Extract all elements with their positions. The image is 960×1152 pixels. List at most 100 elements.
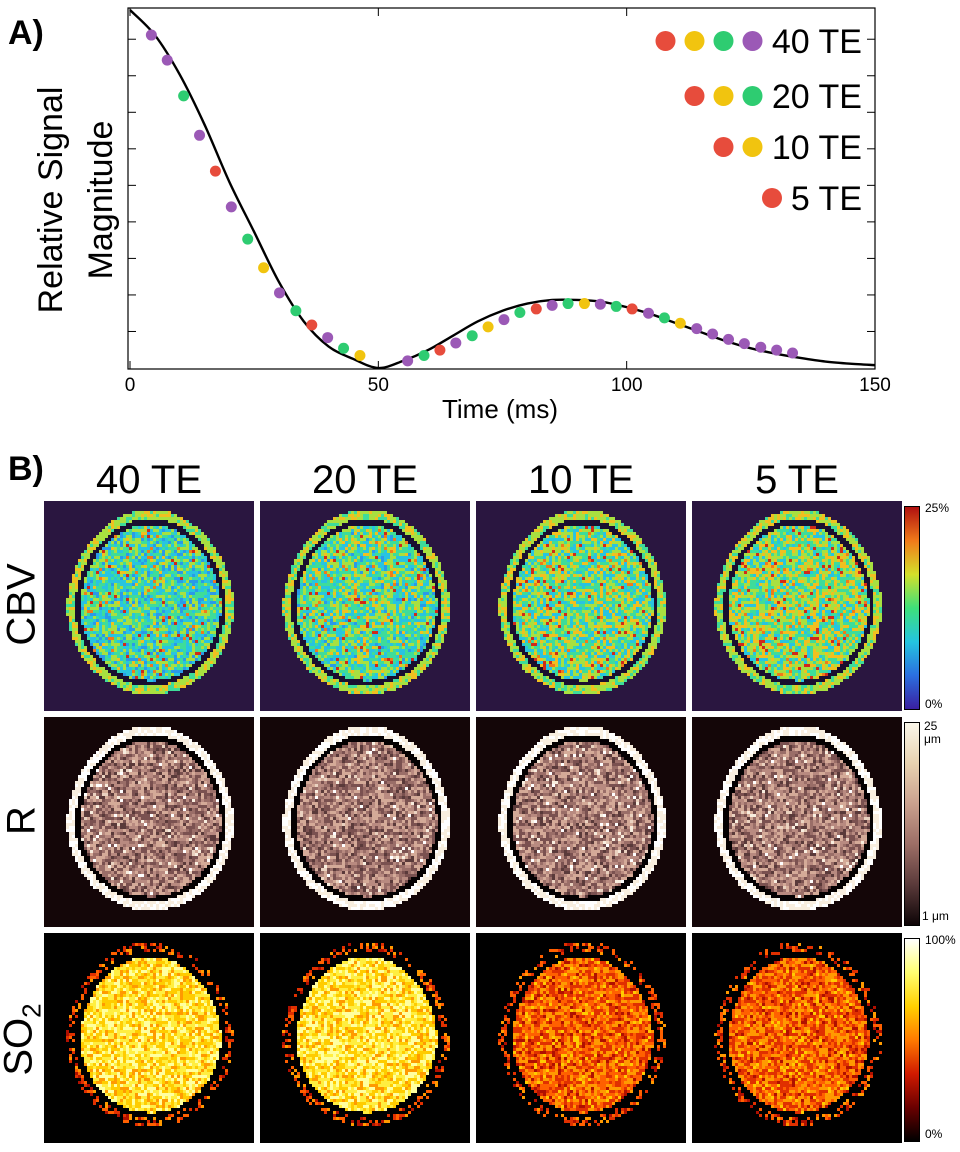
te-sample-point <box>771 344 783 356</box>
legend-label: 40 TE <box>772 23 862 61</box>
y-axis-label-line2: Magnitude <box>82 121 120 280</box>
brain-map-image <box>66 943 234 1126</box>
so2-colorbar <box>904 938 920 1142</box>
cbv-colorbar <box>904 506 920 710</box>
brain-map-image <box>282 727 450 910</box>
signal-decay-chart: 0 50 100 150 Relative Signal Magnitude Time… <box>32 7 891 424</box>
te-sample-point <box>290 305 302 317</box>
te-sample-point <box>194 129 206 141</box>
row-label-r: R <box>0 721 45 921</box>
te-sample-point <box>674 317 686 329</box>
te-sample-point <box>738 338 750 350</box>
te-sample-point <box>691 323 703 335</box>
te-sample-point <box>722 333 734 345</box>
x-axis-label: Time (ms) <box>442 394 558 424</box>
chart-frame <box>127 7 876 370</box>
brain-map-r-1 <box>44 717 254 927</box>
legend-marker <box>742 137 763 157</box>
legend-marker <box>742 86 763 106</box>
te-sample-point <box>643 307 655 319</box>
te-sample-point <box>242 233 254 245</box>
te-sample-point <box>707 328 719 340</box>
te-sample-point <box>273 287 285 299</box>
te-sample-point <box>434 344 446 356</box>
panel-a-label: A) <box>8 14 44 53</box>
te-sample-point <box>450 337 462 349</box>
te-sample-point <box>354 349 366 361</box>
legend-marker <box>713 86 734 106</box>
brain-map-image <box>498 943 666 1126</box>
panel-b-label: B) <box>8 450 44 489</box>
cbv-colorbar-min: 0% <box>925 698 942 711</box>
te-sample-point <box>466 330 478 342</box>
row-label-so2: SO2 <box>0 940 48 1140</box>
te-sample-point <box>755 341 767 353</box>
x-tick-label: 50 <box>368 375 389 396</box>
r-colorbar <box>904 722 920 926</box>
column-title-20te: 20 TE <box>260 458 470 503</box>
te-sample-point <box>258 262 270 274</box>
so2-label-subscript: 2 <box>17 1003 47 1017</box>
brain-map-cbv-4 <box>692 501 902 711</box>
te-sample-point <box>658 312 670 324</box>
te-sample-point <box>322 332 334 344</box>
te-sample-point <box>787 347 799 359</box>
brain-map-image <box>66 727 234 910</box>
column-title-10te: 10 TE <box>476 458 686 503</box>
so2-colorbar-max: 100% <box>925 934 956 947</box>
brain-map-image <box>714 727 882 910</box>
brain-map-image <box>714 943 882 1126</box>
te-sample-point <box>514 307 526 319</box>
te-sample-point <box>626 303 638 315</box>
te-sample-point <box>498 314 510 326</box>
brain-map-so-2 <box>260 933 470 1143</box>
te-sample-points <box>145 29 799 367</box>
te-sample-point <box>562 298 574 310</box>
so2-colorbar-min: 0% <box>925 1128 942 1141</box>
chart-legend: 40 TE 20 TE 10 TE 5 TE <box>655 23 862 218</box>
te-sample-point <box>306 319 318 331</box>
r-colorbar-min: 1 μm <box>922 910 949 923</box>
legend-marker <box>762 188 782 208</box>
brain-map-so-3 <box>476 933 686 1143</box>
x-tick-label: 0 <box>125 375 136 396</box>
te-sample-point <box>225 201 237 213</box>
x-tick-label: 150 <box>859 375 891 396</box>
brain-map-image <box>282 511 450 694</box>
te-sample-point <box>546 299 558 311</box>
legend-label: 5 TE <box>791 180 862 218</box>
brain-map-cbv-2 <box>260 501 470 711</box>
so2-label-main: SO <box>0 1018 41 1076</box>
te-sample-point <box>594 298 606 310</box>
te-sample-point <box>610 300 622 312</box>
row-label-cbv: CBV <box>0 505 45 705</box>
brain-map-image <box>66 511 234 694</box>
legend-marker <box>684 31 705 51</box>
legend-marker <box>655 31 676 51</box>
x-tick-label: 100 <box>611 375 643 396</box>
legend-marker <box>713 31 734 51</box>
te-sample-point <box>402 355 414 367</box>
brain-map-cbv-1 <box>44 501 254 711</box>
legend-marker <box>684 86 705 106</box>
te-sample-point <box>530 303 542 315</box>
y-axis-ticks <box>128 38 875 332</box>
te-sample-point <box>578 298 590 310</box>
te-sample-point <box>338 342 350 354</box>
te-sample-point <box>178 90 190 102</box>
te-sample-point <box>482 321 494 333</box>
column-title-5te: 5 TE <box>692 458 902 503</box>
brain-map-r-2 <box>260 717 470 927</box>
x-axis-ticks: 0 50 100 150 <box>125 8 891 396</box>
legend-marker <box>713 137 734 157</box>
brain-map-r-3 <box>476 717 686 927</box>
brain-map-so-4 <box>692 933 902 1143</box>
te-sample-point <box>145 29 157 41</box>
brain-map-image <box>282 943 450 1126</box>
signal-curve <box>129 9 876 370</box>
te-sample-point <box>161 54 173 66</box>
column-title-40te: 40 TE <box>44 458 254 503</box>
legend-label: 20 TE <box>772 78 862 116</box>
legend-marker <box>742 31 763 51</box>
te-sample-point <box>209 165 221 177</box>
